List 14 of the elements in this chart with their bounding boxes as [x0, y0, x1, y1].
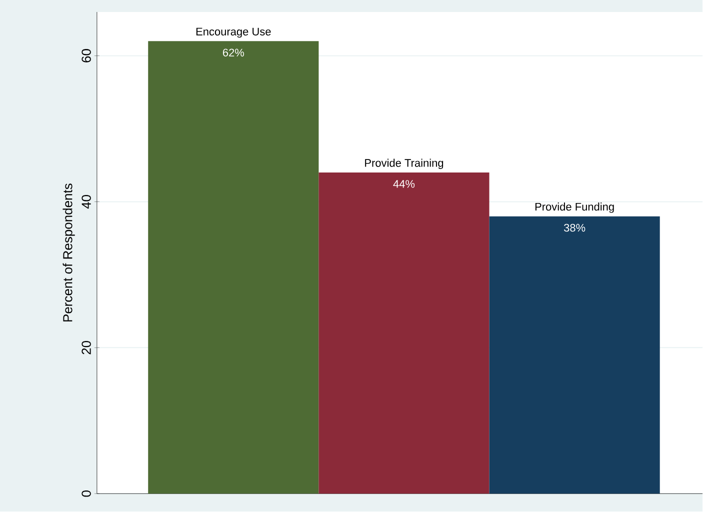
bar — [318, 172, 490, 494]
y-tick-label: 0 — [82, 490, 91, 497]
y-tick-label: 60 — [82, 49, 91, 63]
y-axis-title: Percent of Respondents — [62, 184, 75, 322]
x-tick-label: Encourage Use — [196, 28, 271, 38]
data-label: 62% — [222, 48, 244, 57]
data-label: 44% — [393, 180, 415, 188]
bar — [148, 41, 319, 494]
x-tick-label: Provide Funding — [535, 202, 614, 213]
bar — [489, 216, 660, 494]
data-label: 38% — [564, 224, 586, 232]
y-tick-label: 20 — [82, 341, 91, 354]
x-tick-label: Provide Training — [365, 158, 444, 170]
y-tick-label: 40 — [82, 195, 91, 209]
